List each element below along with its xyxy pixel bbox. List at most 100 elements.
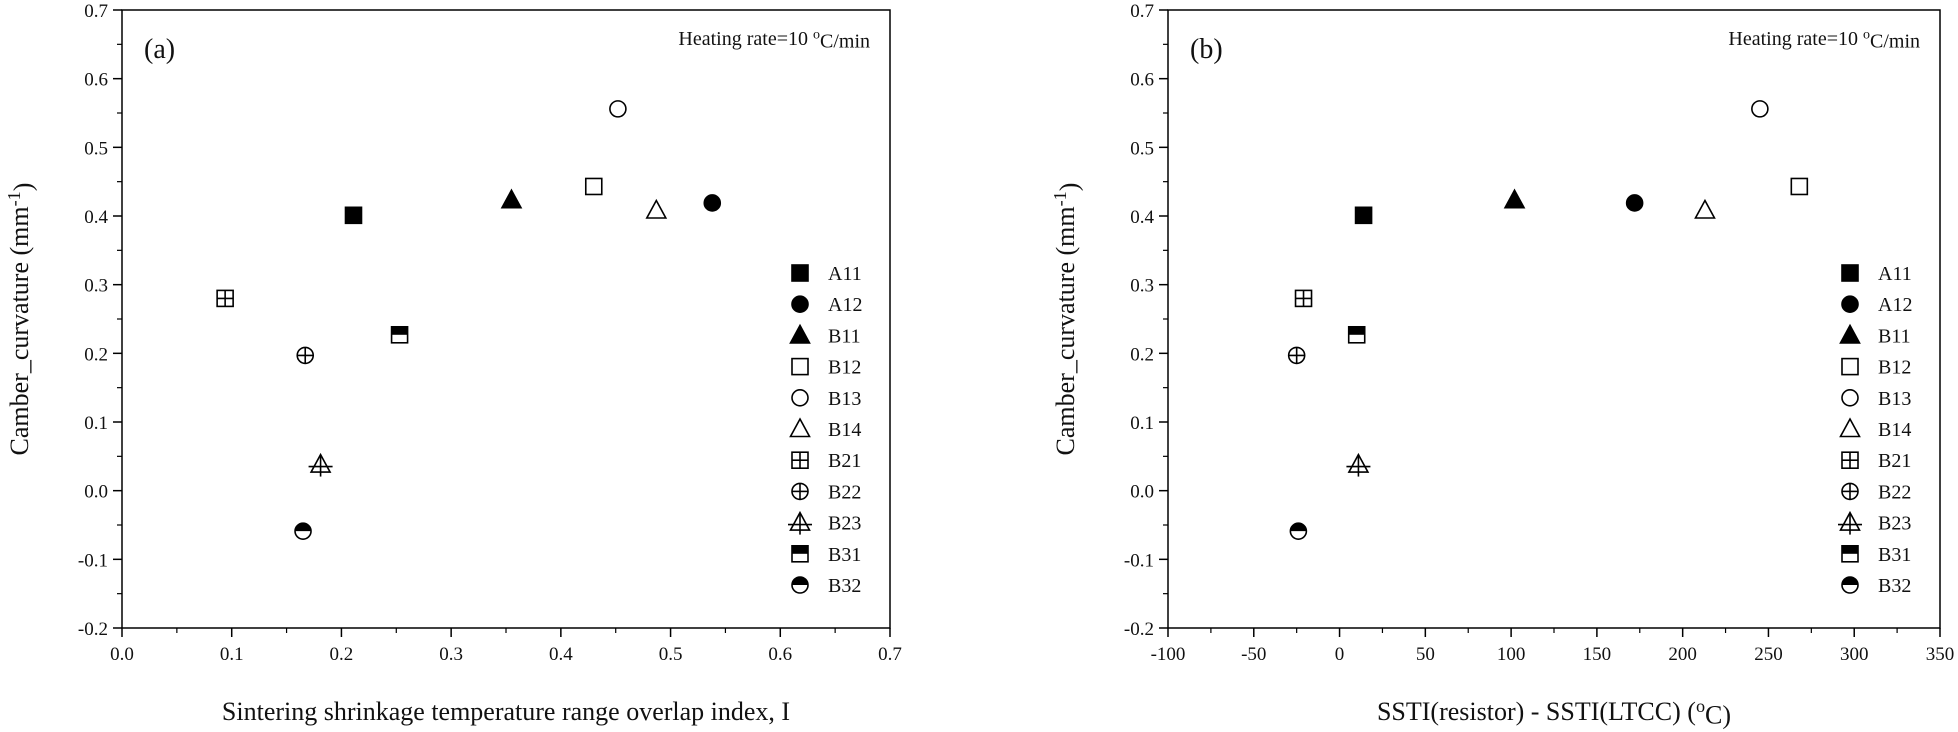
data-point-b21 bbox=[216, 289, 234, 308]
data-point-b23 bbox=[1346, 452, 1371, 477]
legend-item-b13: B13 bbox=[791, 388, 861, 410]
legend-label: B23 bbox=[828, 513, 861, 535]
data-point-b13 bbox=[1751, 100, 1769, 118]
chart-panel-b: -100 -50 0 50 100 150 200 250 300 350 -0.2 -0.1 0.0 0… bbox=[1050, 1, 1954, 730]
legend-label: B21 bbox=[828, 450, 861, 472]
x-tick-label: -100 bbox=[1151, 644, 1186, 665]
legend-item-b14: B14 bbox=[789, 417, 861, 441]
legend-label: B31 bbox=[828, 544, 861, 566]
legend-marker-a12 bbox=[791, 295, 809, 314]
heating-rate-annotation: Heating rate=10 oC/min bbox=[678, 28, 870, 53]
y-tick-label: 0.2 bbox=[1130, 344, 1154, 365]
legend-item-a12: A12 bbox=[1841, 294, 1912, 316]
legend-label: B31 bbox=[1878, 544, 1911, 566]
y-tick-label: 0.1 bbox=[1130, 413, 1154, 434]
x-tick-label: 150 bbox=[1583, 644, 1612, 665]
legend-label: B11 bbox=[1878, 325, 1911, 347]
legend-marker-b21 bbox=[791, 451, 809, 470]
chart-panel-a: 0.0 0.1 0.2 0.3 0.4 0.5 0.6 0.7 -0.2 -0.1 0.0 0.1 0.… bbox=[4, 1, 902, 726]
data-point-b21 bbox=[1294, 289, 1313, 308]
y-tick-label: 0.7 bbox=[84, 1, 108, 22]
y-tick-label: -0.1 bbox=[78, 550, 108, 571]
plot-frame bbox=[121, 9, 891, 629]
legend-label: B22 bbox=[1878, 481, 1911, 503]
data-point-b31 bbox=[1347, 325, 1366, 344]
legend-label: A12 bbox=[828, 294, 862, 316]
legend-item-a11: A11 bbox=[791, 263, 862, 285]
data-point-b12 bbox=[1790, 177, 1809, 196]
x-tick-label: 0.2 bbox=[330, 644, 354, 665]
legend-label: A11 bbox=[828, 263, 862, 285]
data-point-a11 bbox=[1354, 206, 1373, 225]
legend-marker-b12 bbox=[791, 357, 809, 376]
x-tick-label: 0.1 bbox=[220, 644, 244, 665]
legend-marker-b11 bbox=[789, 323, 811, 344]
legend-marker-a12 bbox=[1841, 295, 1859, 314]
legend-marker-b22 bbox=[1841, 482, 1859, 501]
legend-label: B21 bbox=[1878, 450, 1911, 472]
x-tick-label: 0.3 bbox=[439, 644, 463, 665]
legend-label: B14 bbox=[1878, 419, 1911, 441]
data-point-b12 bbox=[584, 177, 603, 196]
legend-marker-b32 bbox=[791, 576, 809, 594]
data-point-a12 bbox=[1625, 194, 1644, 212]
legend-marker-b21 bbox=[1841, 451, 1859, 470]
x-axis-title: SSTI(resistor) - SSTI(LTCC) (oC) bbox=[1377, 696, 1731, 730]
plot-frame bbox=[1167, 9, 1941, 629]
legend-label: B12 bbox=[828, 357, 861, 379]
legend-item-b11: B11 bbox=[789, 323, 861, 347]
x-tick-label: 300 bbox=[1840, 644, 1869, 665]
x-tick-label: 0.0 bbox=[110, 644, 134, 665]
legend-label: B23 bbox=[1878, 513, 1911, 535]
data-point-b22 bbox=[1287, 346, 1306, 365]
legend-label: B13 bbox=[828, 388, 861, 410]
legend-label: A12 bbox=[1878, 294, 1912, 316]
legend-marker-b13 bbox=[791, 388, 809, 407]
legend-item-b31: B31 bbox=[791, 544, 861, 566]
legend-marker-b31 bbox=[1841, 544, 1859, 563]
legend-item-b12: B12 bbox=[1841, 357, 1911, 379]
panel-label: (b) bbox=[1190, 34, 1223, 65]
legend-item-b13: B13 bbox=[1841, 388, 1911, 410]
y-tick-label: 0.0 bbox=[84, 482, 108, 503]
legend-item-b32: B32 bbox=[1841, 575, 1911, 597]
legend-item-b23: B23 bbox=[788, 510, 861, 535]
x-tick-label: 250 bbox=[1754, 644, 1783, 665]
legend-item-b21: B21 bbox=[791, 450, 861, 472]
data-point-b31 bbox=[390, 325, 409, 344]
legend-marker-b22 bbox=[791, 482, 809, 501]
y-tick-label: -0.2 bbox=[1124, 619, 1154, 640]
legend: A11 A12 B11 B12 B13 B14 B21 B22 B23 B31 B32 bbox=[788, 263, 862, 597]
legend-label: B12 bbox=[1878, 357, 1911, 379]
legend-marker-b14 bbox=[789, 417, 811, 438]
data-point-b32 bbox=[1289, 522, 1308, 540]
legend-marker-b32 bbox=[1841, 576, 1859, 594]
y-tick-label: 0.1 bbox=[84, 413, 108, 434]
x-tick-label: 0.4 bbox=[549, 644, 573, 665]
legend-item-b11: B11 bbox=[1839, 323, 1911, 347]
data-point-b11 bbox=[1503, 188, 1526, 209]
x-tick-label: 350 bbox=[1926, 644, 1955, 665]
x-tick-label: 0.6 bbox=[768, 644, 792, 665]
legend-marker-b11 bbox=[1839, 323, 1861, 344]
legend-item-b21: B21 bbox=[1841, 450, 1911, 472]
y-tick-label: 0.4 bbox=[1130, 207, 1154, 228]
legend-label: A11 bbox=[1878, 263, 1912, 285]
legend-item-b23: B23 bbox=[1838, 510, 1911, 535]
y-axis-title: Camber_curvature (mm-1) bbox=[4, 183, 38, 456]
y-tick-label: 0.6 bbox=[84, 70, 108, 91]
y-tick-label: -0.2 bbox=[78, 619, 108, 640]
legend-label: B22 bbox=[828, 481, 861, 503]
heating-rate-annotation: Heating rate=10 oC/min bbox=[1728, 28, 1920, 53]
legend-label: B11 bbox=[828, 325, 861, 347]
x-tick-label: 0 bbox=[1335, 644, 1345, 665]
legend-label: B32 bbox=[1878, 575, 1911, 597]
y-tick-label: 0.7 bbox=[1130, 1, 1154, 22]
x-tick-label: 50 bbox=[1416, 644, 1435, 665]
legend-marker-b12 bbox=[1841, 357, 1859, 376]
legend-label: B13 bbox=[1878, 388, 1911, 410]
legend-marker-a11 bbox=[791, 264, 809, 282]
legend-marker-b14 bbox=[1839, 417, 1861, 438]
legend-label: B14 bbox=[828, 419, 861, 441]
